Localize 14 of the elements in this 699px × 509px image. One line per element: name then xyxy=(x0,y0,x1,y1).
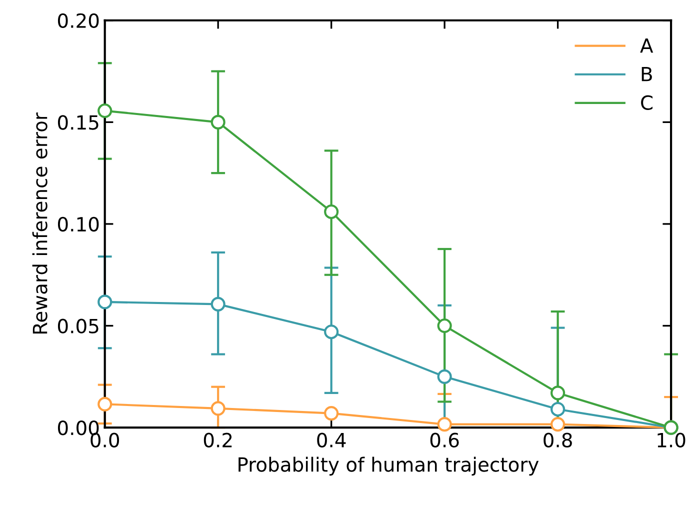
y-axis-title: Reward inference error xyxy=(32,112,48,334)
x-axis-title: Probability of human trajectory xyxy=(238,456,539,476)
legend-label: B xyxy=(642,67,652,82)
x-tick-label: 1.0 xyxy=(658,432,686,448)
x-tick-label: 0.4 xyxy=(317,432,346,448)
y-tick-label: 0.15 xyxy=(58,115,98,130)
legend-label: A xyxy=(640,38,654,53)
x-tick-label: 0.8 xyxy=(544,432,572,448)
x-tick-label: 0.6 xyxy=(430,432,459,448)
x-tick-label: 0.2 xyxy=(204,432,232,448)
y-tick-label: 0.20 xyxy=(58,13,99,28)
y-tick-label: 0.05 xyxy=(58,318,98,334)
y-tick-label: 0.10 xyxy=(58,216,99,232)
legend-label: C xyxy=(641,95,652,110)
